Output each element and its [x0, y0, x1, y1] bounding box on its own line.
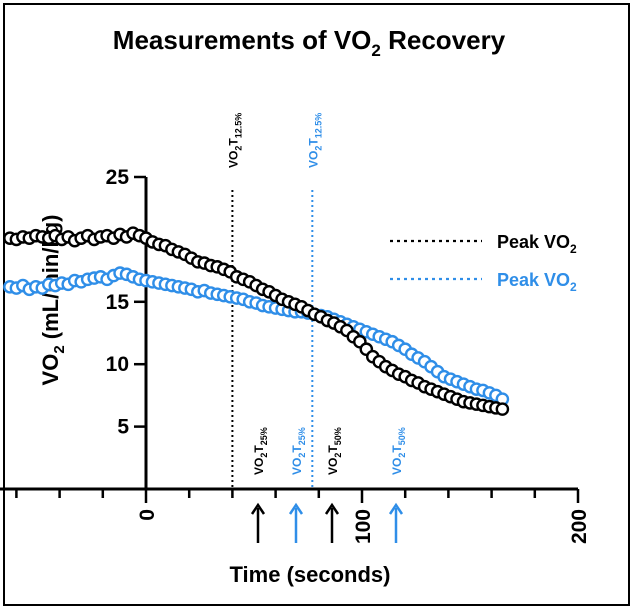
reference-lines: VO2T12.5% VO2T12.5% — [226, 113, 323, 489]
title-main: Measurements of VO — [113, 25, 372, 55]
legend: Peak VO2 Peak VO2 — [390, 232, 577, 294]
y-tick-label: 5 — [117, 416, 129, 439]
x-tick-label: 100 — [352, 509, 375, 544]
threshold-label: VO2T50% — [390, 427, 407, 475]
threshold-arrow-head — [388, 502, 404, 515]
data-points — [3, 226, 510, 416]
threshold-label: VO2T50% — [326, 427, 343, 475]
y-tick-label: 10 — [106, 353, 129, 376]
x-tick-label: 0 — [136, 509, 159, 521]
axes: 0 100 200 5 10 15 25 — [0, 166, 591, 544]
series-group — [3, 226, 510, 416]
chart-title: Measurements of VO2 Recovery — [113, 25, 506, 60]
reference-line-label: VO2T12.5% — [306, 113, 323, 168]
title-sub: 2 — [371, 41, 380, 60]
reference-line-label: VO2T12.5% — [226, 113, 243, 168]
legend-label-blue: Peak VO2 — [497, 270, 577, 294]
threshold-arrow-head — [288, 502, 304, 515]
threshold-markers: VO2T25% VO2T25% VO2T50% VO2T50% — [250, 427, 407, 543]
data-point — [495, 402, 510, 416]
y-tick-label: 25 — [106, 166, 130, 189]
threshold-label: VO2T25% — [290, 427, 307, 475]
title-rest: Recovery — [381, 25, 506, 55]
y-tick-label: 15 — [106, 291, 130, 314]
chart-frame — [3, 3, 630, 606]
threshold-label: VO2T25% — [252, 427, 269, 475]
legend-label-black: Peak VO2 — [497, 232, 577, 256]
series-group — [3, 266, 510, 406]
x-tick-label: 200 — [568, 509, 591, 544]
threshold-arrow-head — [324, 502, 340, 515]
x-axis-label: Time (seconds) — [230, 562, 391, 587]
threshold-arrow-head — [250, 502, 266, 515]
